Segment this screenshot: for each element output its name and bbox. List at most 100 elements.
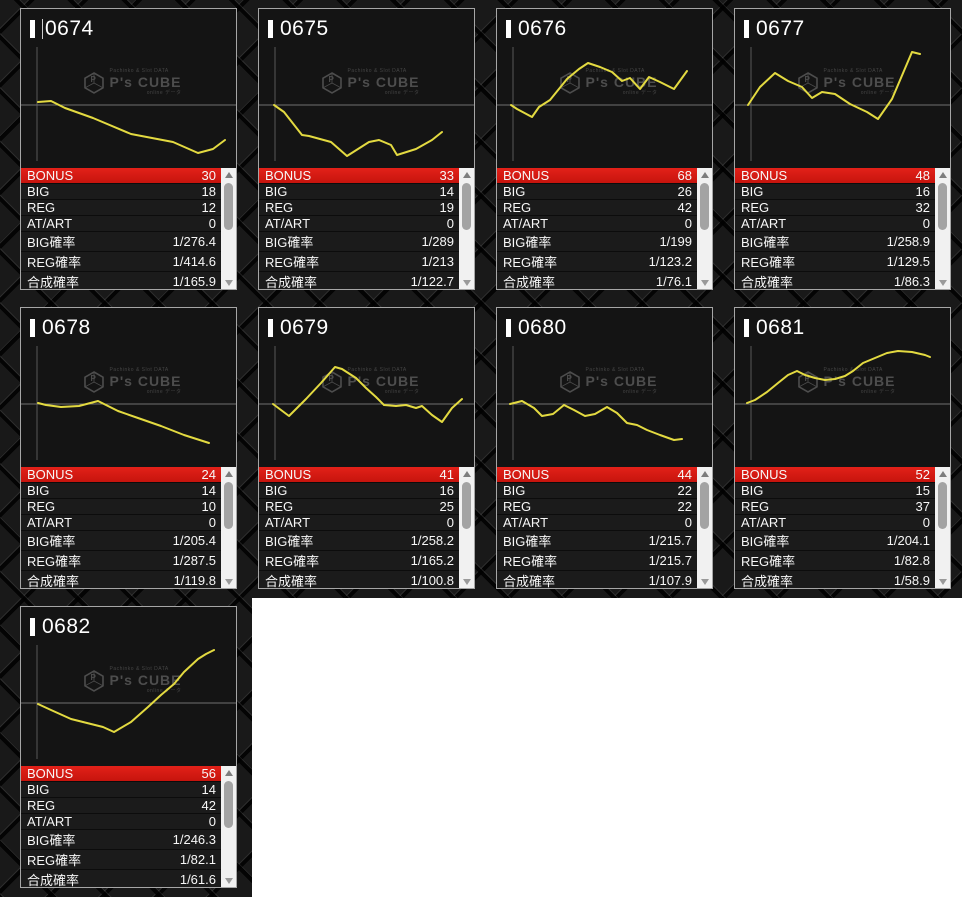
machine-card[interactable]: 0677 P Pachinko & Slot DATA P's CUBE onl… — [734, 8, 951, 290]
bonus-value: 68 — [677, 168, 692, 183]
ps-cube-watermark: P Pachinko & Slot DATA P's CUBE online デ… — [319, 69, 419, 96]
big-rate-label: BIG確率 — [27, 235, 76, 250]
reg-label: REG — [741, 499, 770, 514]
table-scrollbar[interactable] — [697, 168, 712, 289]
big-label: BIG — [741, 483, 764, 498]
total-rate-row: 合成確率 1/76.1 — [497, 271, 712, 289]
slump-line — [37, 649, 215, 733]
table-scrollbar[interactable] — [935, 467, 950, 588]
machine-card[interactable]: 0681 P Pachinko & Slot DATA P's CUBE onl… — [734, 307, 951, 589]
table-scrollbar[interactable] — [459, 168, 474, 289]
big-rate-label: BIG確率 — [265, 534, 314, 549]
total-rate-label: 合成確率 — [503, 574, 556, 589]
scroll-down-icon — [224, 578, 233, 585]
scroll-down-button[interactable] — [459, 276, 474, 289]
at-art-label: AT/ART — [503, 216, 549, 231]
scrollbar-thumb[interactable] — [700, 482, 709, 529]
table-scrollbar[interactable] — [221, 168, 236, 289]
reg-rate-value: 1/414.6 — [172, 254, 216, 269]
scroll-up-button[interactable] — [459, 467, 474, 480]
machine-card[interactable]: 0676 P Pachinko & Slot DATA P's CUBE onl… — [496, 8, 713, 290]
reg-rate-label: REG確率 — [741, 554, 796, 569]
machine-card[interactable]: 0678 P Pachinko & Slot DATA P's CUBE onl… — [20, 307, 237, 589]
total-rate-row: 合成確率 1/86.3 — [735, 271, 950, 289]
scroll-up-button[interactable] — [459, 168, 474, 181]
at-art-value: 0 — [208, 216, 216, 231]
table-scrollbar[interactable] — [459, 467, 474, 588]
slump-line — [747, 51, 921, 120]
big-rate-row: BIG確率 1/258.9 — [735, 231, 950, 251]
slump-graph-svg — [497, 346, 712, 460]
watermark-brand: P's CUBE — [109, 373, 182, 389]
reg-value: 42 — [677, 200, 692, 215]
card-row-2: 0678 P Pachinko & Slot DATA P's CUBE onl… — [20, 307, 951, 589]
stats-table: BONUS 68 BIG 26 REG 42 AT/ART 0 BIG確率 1/… — [497, 168, 712, 289]
machine-card[interactable]: 0674 P Pachinko & Slot DATA P's CUBE onl… — [20, 8, 237, 290]
table-scrollbar[interactable] — [221, 467, 236, 588]
reg-row: REG 42 — [497, 199, 712, 215]
bonus-row: BONUS 33 — [259, 168, 474, 183]
scroll-down-button[interactable] — [697, 575, 712, 588]
watermark-top-text: Pachinko & Slot DATA — [347, 367, 407, 373]
machine-card[interactable]: 0680 P Pachinko & Slot DATA P's CUBE onl… — [496, 307, 713, 589]
machine-card[interactable]: 0675 P Pachinko & Slot DATA P's CUBE onl… — [258, 8, 475, 290]
scrollbar-thumb[interactable] — [700, 183, 709, 230]
table-scrollbar[interactable] — [935, 168, 950, 289]
scroll-up-button[interactable] — [935, 168, 950, 181]
at-art-value: 0 — [446, 216, 454, 231]
bonus-value: 52 — [915, 467, 930, 482]
scroll-up-icon — [700, 470, 709, 477]
scroll-up-button[interactable] — [221, 467, 236, 480]
stats-table: BONUS 41 BIG 16 REG 25 AT/ART 0 BIG確率 1/… — [259, 467, 474, 588]
scrollbar-thumb[interactable] — [462, 183, 471, 230]
big-rate-value: 1/276.4 — [172, 234, 216, 249]
machine-card[interactable]: 0682 P Pachinko & Slot DATA P's CUBE onl… — [20, 606, 237, 888]
scroll-down-button[interactable] — [935, 575, 950, 588]
scrollbar-thumb[interactable] — [224, 781, 233, 828]
scroll-down-button[interactable] — [697, 276, 712, 289]
bonus-row: BONUS 44 — [497, 467, 712, 482]
machine-card[interactable]: 0679 P Pachinko & Slot DATA P's CUBE onl… — [258, 307, 475, 589]
scrollbar-thumb[interactable] — [462, 482, 471, 529]
watermark-bottom-text: online データ — [860, 389, 896, 395]
scroll-up-button[interactable] — [697, 467, 712, 480]
table-scrollbar[interactable] — [697, 467, 712, 588]
bonus-row: BONUS 48 — [735, 168, 950, 183]
reg-value: 19 — [439, 200, 454, 215]
big-rate-label: BIG確率 — [265, 235, 314, 250]
big-rate-row: BIG確率 1/204.1 — [735, 530, 950, 550]
scrollbar-thumb[interactable] — [224, 183, 233, 230]
scroll-up-button[interactable] — [935, 467, 950, 480]
bonus-label: BONUS — [27, 168, 74, 183]
big-label: BIG — [27, 184, 50, 199]
scroll-down-button[interactable] — [221, 575, 236, 588]
scrollbar-thumb[interactable] — [938, 482, 947, 529]
scroll-down-button[interactable] — [221, 276, 236, 289]
scroll-down-button[interactable] — [935, 276, 950, 289]
big-label: BIG — [265, 184, 288, 199]
ps-cube-logo-icon: P — [83, 669, 104, 692]
scroll-down-button[interactable] — [221, 874, 236, 887]
scrollbar-thumb[interactable] — [938, 183, 947, 230]
total-rate-value: 1/165.9 — [172, 274, 216, 289]
total-rate-row: 合成確率 1/100.8 — [259, 570, 474, 588]
slump-line — [37, 100, 226, 154]
svg-text:P: P — [804, 374, 810, 383]
total-rate-row: 合成確率 1/107.9 — [497, 570, 712, 589]
scrollbar-thumb[interactable] — [224, 482, 233, 529]
scroll-up-button[interactable] — [697, 168, 712, 181]
reg-rate-label: REG確率 — [503, 255, 558, 270]
scroll-up-button[interactable] — [221, 168, 236, 181]
ps-cube-watermark: P Pachinko & Slot DATA P's CUBE online デ… — [319, 368, 419, 395]
scroll-up-button[interactable] — [221, 766, 236, 779]
watermark-brand: P's CUBE — [823, 74, 896, 90]
bonus-row: BONUS 68 — [497, 168, 712, 183]
header-accent-bar — [744, 319, 749, 337]
table-scrollbar[interactable] — [221, 766, 236, 887]
svg-text:P: P — [804, 75, 810, 84]
scroll-down-button[interactable] — [459, 575, 474, 588]
reg-row: REG 42 — [21, 797, 236, 813]
big-rate-value: 1/258.9 — [886, 234, 930, 249]
big-rate-row: BIG確率 1/258.2 — [259, 530, 474, 550]
